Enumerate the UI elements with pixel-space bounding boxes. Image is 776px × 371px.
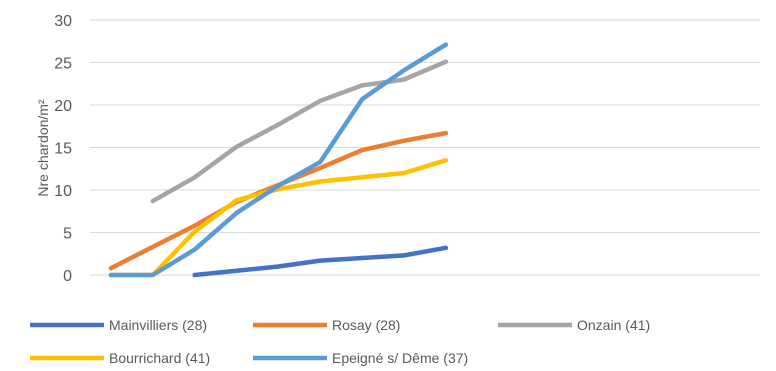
y-tick-label: 20 [54,98,72,115]
series-line-3 [150,59,449,204]
series-line-5 [108,42,449,278]
series-line-2 [108,130,449,271]
legend-label-5: Epeigné s/ Dême (37) [332,350,468,366]
y-tick-label: 15 [54,141,72,158]
y-tick-label: 0 [63,268,72,285]
y-tick-label: 25 [54,56,72,73]
series-line-4 [108,158,449,278]
y-tick-label: 5 [63,226,72,243]
gridlines [90,19,760,276]
series-lines [108,42,449,278]
legend-label-2: Rosay (28) [332,317,400,333]
legend-label-1: Mainvilliers (28) [109,317,207,333]
y-tick-labels: 0 5 10 15 20 25 30 [54,13,72,285]
legend-label-3: Onzain (41) [577,317,650,333]
legend: Mainvilliers (28) Rosay (28) Onzain (41) Bo… [30,317,650,366]
y-tick-label: 30 [54,13,72,30]
y-axis-title: Nre chardon/m² [35,99,51,197]
series-line-1 [192,245,449,278]
y-tick-label: 10 [54,183,72,200]
legend-label-4: Bourrichard (41) [109,350,210,366]
